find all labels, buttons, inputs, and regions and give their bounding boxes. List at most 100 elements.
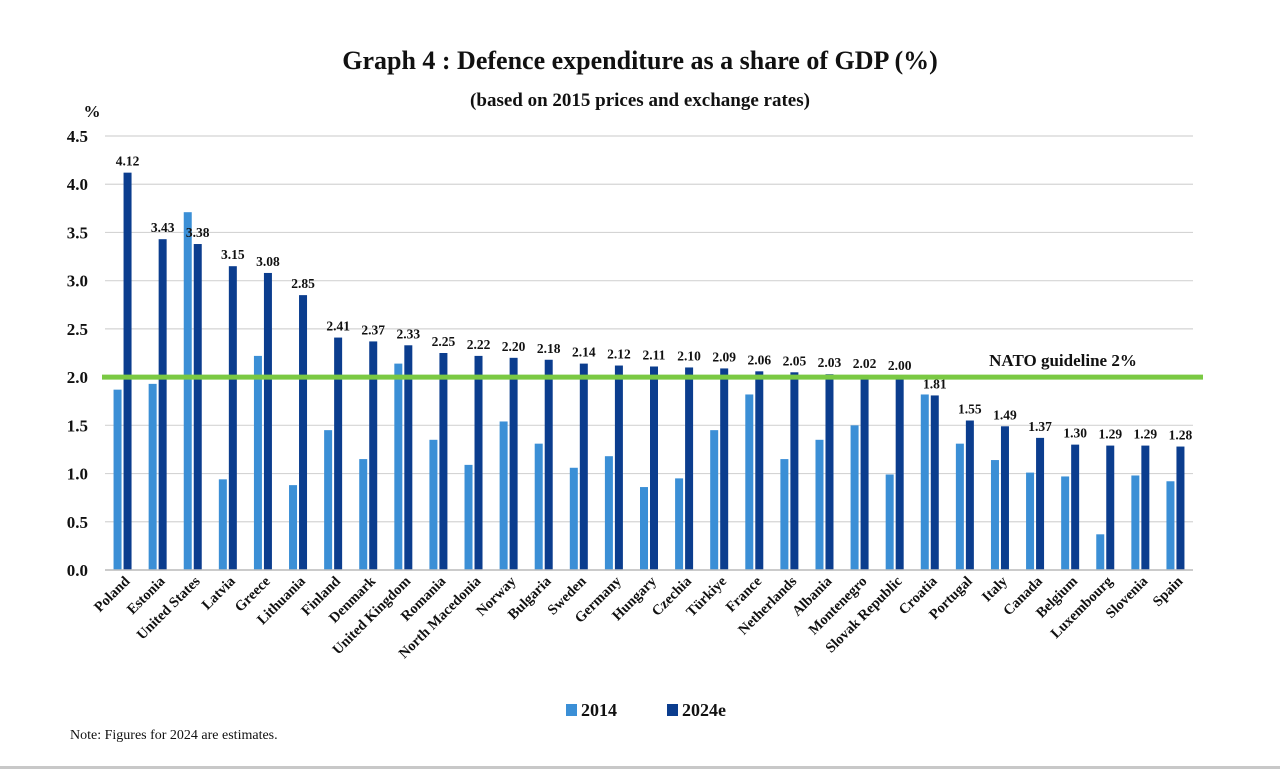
legend-label-2014: 2014 bbox=[581, 700, 617, 720]
nato-guideline-label: NATO guideline 2% bbox=[989, 351, 1137, 370]
x-tick-label: Latvia bbox=[199, 573, 239, 613]
data-label: 2.33 bbox=[397, 326, 421, 341]
bar-2014 bbox=[885, 474, 894, 570]
bar-2014 bbox=[464, 464, 473, 570]
data-label: 2.37 bbox=[361, 322, 385, 337]
data-label: 2.20 bbox=[502, 339, 526, 354]
bar-2014 bbox=[183, 212, 192, 571]
bar-2014 bbox=[1166, 481, 1175, 570]
y-tick-label: 2.0 bbox=[67, 368, 88, 387]
bar-2014 bbox=[675, 478, 684, 570]
bar-2024e bbox=[614, 365, 623, 570]
bar-2024e bbox=[825, 374, 834, 570]
y-axis-label: % bbox=[84, 102, 101, 121]
bar-2024e bbox=[1036, 437, 1045, 570]
data-label: 1.28 bbox=[1169, 428, 1193, 443]
bar-2014 bbox=[534, 443, 543, 570]
data-label: 2.85 bbox=[291, 276, 315, 291]
bar-2024e bbox=[299, 295, 308, 570]
bar-2024e bbox=[1000, 426, 1009, 570]
bar-2024e bbox=[685, 367, 694, 570]
legend-swatch-2014 bbox=[566, 704, 577, 716]
bar-2014 bbox=[604, 456, 613, 570]
chart-title: Graph 4 : Defence expenditure as a share… bbox=[342, 46, 938, 75]
data-label: 2.11 bbox=[643, 348, 666, 363]
bar-2024e bbox=[228, 266, 237, 570]
bar-2014 bbox=[1096, 534, 1105, 570]
bar-2014 bbox=[780, 459, 789, 570]
chart-subtitle: (based on 2015 prices and exchange rates… bbox=[470, 90, 810, 111]
y-tick-label: 4.5 bbox=[67, 127, 88, 146]
data-label: 2.02 bbox=[853, 356, 877, 371]
bar-2014 bbox=[113, 389, 122, 570]
bar-2024e bbox=[439, 353, 448, 570]
bar-2014 bbox=[499, 421, 508, 570]
data-label: 3.15 bbox=[221, 247, 245, 262]
bottom-divider bbox=[0, 766, 1280, 769]
x-tick-label: Türkiye bbox=[683, 573, 730, 620]
y-tick-label: 3.5 bbox=[67, 223, 88, 242]
data-label: 1.29 bbox=[1134, 427, 1158, 442]
x-tick-label: Spain bbox=[1150, 574, 1186, 610]
bar-2014 bbox=[429, 439, 438, 570]
bar-2014 bbox=[253, 355, 262, 570]
bar-2024e bbox=[404, 345, 413, 570]
data-label: 2.12 bbox=[607, 347, 631, 362]
bar-2014 bbox=[815, 439, 824, 570]
bar-2024e bbox=[193, 244, 202, 571]
legend-swatch-2024e bbox=[667, 704, 678, 716]
bar-2014 bbox=[218, 479, 227, 570]
data-label: 2.14 bbox=[572, 345, 596, 360]
bar-2024e bbox=[158, 239, 167, 570]
data-label: 2.09 bbox=[712, 349, 736, 364]
bar-2024e bbox=[1141, 445, 1150, 570]
data-label: 1.37 bbox=[1028, 419, 1052, 434]
bar-2024e bbox=[509, 357, 518, 570]
data-label: 1.81 bbox=[923, 376, 947, 391]
bar-2024e bbox=[263, 272, 272, 570]
data-label: 3.08 bbox=[256, 254, 280, 269]
bar-2024e bbox=[860, 375, 869, 570]
bar-2014 bbox=[640, 487, 648, 570]
y-tick-label: 0.5 bbox=[67, 513, 88, 532]
bar-2014 bbox=[289, 485, 298, 570]
bar-2014 bbox=[148, 383, 157, 570]
bar-2024e bbox=[755, 371, 764, 570]
data-label: 1.55 bbox=[958, 402, 982, 417]
data-label: 4.12 bbox=[116, 154, 140, 169]
bar-2014 bbox=[1061, 476, 1070, 570]
bar-2014 bbox=[569, 467, 578, 570]
bar-2024e bbox=[544, 359, 553, 570]
y-tick-label: 4.0 bbox=[67, 175, 88, 194]
y-tick-label: 0.0 bbox=[67, 561, 88, 580]
bar-2024e bbox=[790, 372, 799, 570]
bar-2024e bbox=[369, 341, 378, 570]
bar-2014 bbox=[745, 394, 754, 570]
y-tick-label: 1.5 bbox=[67, 416, 88, 435]
data-label: 1.29 bbox=[1098, 427, 1122, 442]
data-label: 1.49 bbox=[993, 407, 1017, 422]
bar-2014 bbox=[1026, 472, 1035, 570]
bar-2014 bbox=[394, 363, 403, 570]
bar-2014 bbox=[850, 425, 859, 570]
y-tick-label: 3.0 bbox=[67, 272, 88, 291]
bar-2024e bbox=[1176, 446, 1185, 570]
bar-2024e bbox=[123, 172, 132, 570]
bar-2014 bbox=[324, 430, 333, 570]
bar-2014 bbox=[920, 394, 929, 570]
bar-2014 bbox=[1131, 475, 1140, 570]
bar-2024e bbox=[965, 420, 974, 570]
data-label: 2.18 bbox=[537, 341, 561, 356]
data-label: 2.06 bbox=[747, 352, 771, 367]
data-label: 2.25 bbox=[432, 334, 456, 349]
bar-2024e bbox=[334, 337, 343, 570]
data-label: 2.10 bbox=[677, 348, 701, 363]
bar-2024e bbox=[579, 363, 588, 570]
data-label: 3.38 bbox=[186, 225, 210, 240]
bar-2014 bbox=[359, 459, 368, 570]
data-label: 2.41 bbox=[326, 319, 350, 334]
y-tick-label: 2.5 bbox=[67, 320, 88, 339]
legend-label-2024e: 2024e bbox=[682, 700, 726, 720]
bar-2014 bbox=[955, 443, 964, 570]
